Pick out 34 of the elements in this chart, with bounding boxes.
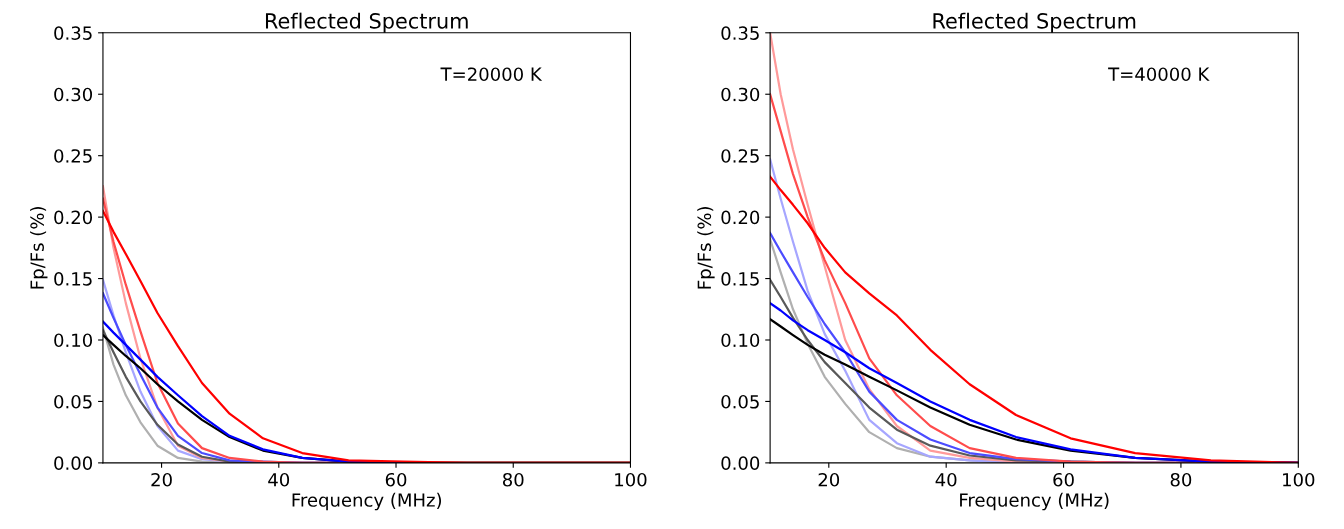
y-tick-label: 0.20	[721, 210, 760, 225]
x-axis-title: Frequency (MHz)	[292, 492, 442, 511]
x-tick-label: 40	[935, 472, 957, 487]
x-tick-label: 20	[151, 472, 172, 487]
y-tick-label: 0.10	[721, 333, 760, 348]
y-tick-label: 0.35	[721, 26, 759, 40]
chart-title: Reflected Spectrum	[265, 12, 468, 33]
x-tick-label: 20	[818, 472, 840, 487]
y-tick-label: 0.15	[54, 272, 92, 286]
x-tick-label: 80	[1170, 472, 1192, 487]
y-axis-title: Fp/Fs (%)	[30, 207, 48, 289]
y-tick-label: 0.05	[721, 394, 759, 409]
x-tick-label: 60	[1053, 472, 1074, 487]
y-tick-label: 0.25	[721, 149, 759, 163]
y-tick-label: 0.00	[54, 456, 93, 470]
y-tick-label: 0.00	[721, 456, 760, 470]
annotation: T=20000 K	[440, 67, 543, 82]
x-axis-title: Frequency (MHz)	[960, 492, 1109, 511]
x-tick-label: 100	[1283, 472, 1315, 487]
y-tick-label: 0.35	[54, 26, 92, 40]
y-axis-title: Fp/Fs (%)	[697, 207, 715, 289]
x-tick-label: 80	[502, 472, 524, 487]
y-tick-label: 0.20	[54, 210, 93, 225]
y-tick-label: 0.30	[54, 87, 93, 102]
x-tick-label: 100	[615, 472, 647, 487]
y-tick-label: 0.05	[54, 394, 92, 409]
x-tick-label: 60	[385, 472, 407, 487]
annotation: T=40000 K	[1108, 67, 1210, 82]
y-tick-label: 0.25	[54, 149, 92, 163]
chart-title: Reflected Spectrum	[933, 12, 1136, 33]
y-tick-label: 0.30	[721, 87, 760, 102]
x-tick-label: 40	[268, 472, 290, 487]
y-tick-label: 0.15	[721, 272, 759, 286]
y-tick-label: 0.10	[54, 333, 93, 348]
